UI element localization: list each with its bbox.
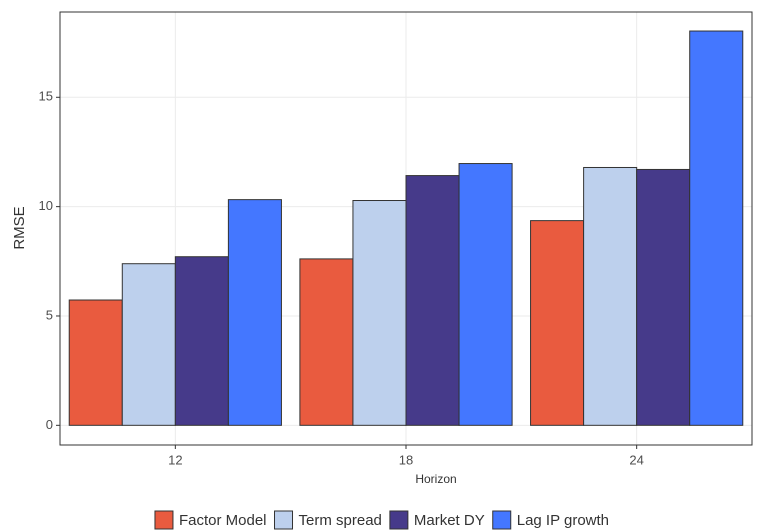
- legend-swatch: [154, 510, 174, 530]
- legend-swatch: [492, 510, 512, 530]
- bar: [583, 166, 638, 426]
- bar: [299, 258, 354, 426]
- x-tick-label: 18: [399, 452, 413, 467]
- y-tick-label: 15: [39, 89, 53, 104]
- panel-border: [59, 11, 753, 446]
- legend-label: Factor Model: [179, 512, 267, 529]
- y-tick-label: 5: [46, 307, 53, 322]
- bar: [458, 163, 513, 426]
- legend-swatch: [274, 510, 294, 530]
- legend-label: Lag IP growth: [517, 512, 609, 529]
- y-axis-label: RMSE: [11, 206, 28, 249]
- legend-label: Term spread: [299, 512, 382, 529]
- bar: [689, 30, 744, 426]
- y-tick-label: 0: [46, 417, 53, 432]
- x-tick-label: 24: [629, 452, 643, 467]
- bar: [405, 175, 460, 426]
- legend-label: Market DY: [414, 512, 485, 529]
- x-tick-label: 12: [168, 452, 182, 467]
- bar: [68, 299, 123, 426]
- bar: [174, 256, 229, 426]
- legend-swatch: [389, 510, 409, 530]
- x-axis-label: Horizon: [415, 472, 456, 486]
- bar: [636, 168, 691, 426]
- bar: [530, 220, 585, 426]
- bar: [227, 199, 282, 426]
- legend: Factor Model Term spread Market DY Lag IP g…: [154, 510, 609, 530]
- bar: [121, 263, 176, 426]
- y-tick-label: 10: [39, 198, 53, 213]
- bar: [352, 200, 407, 426]
